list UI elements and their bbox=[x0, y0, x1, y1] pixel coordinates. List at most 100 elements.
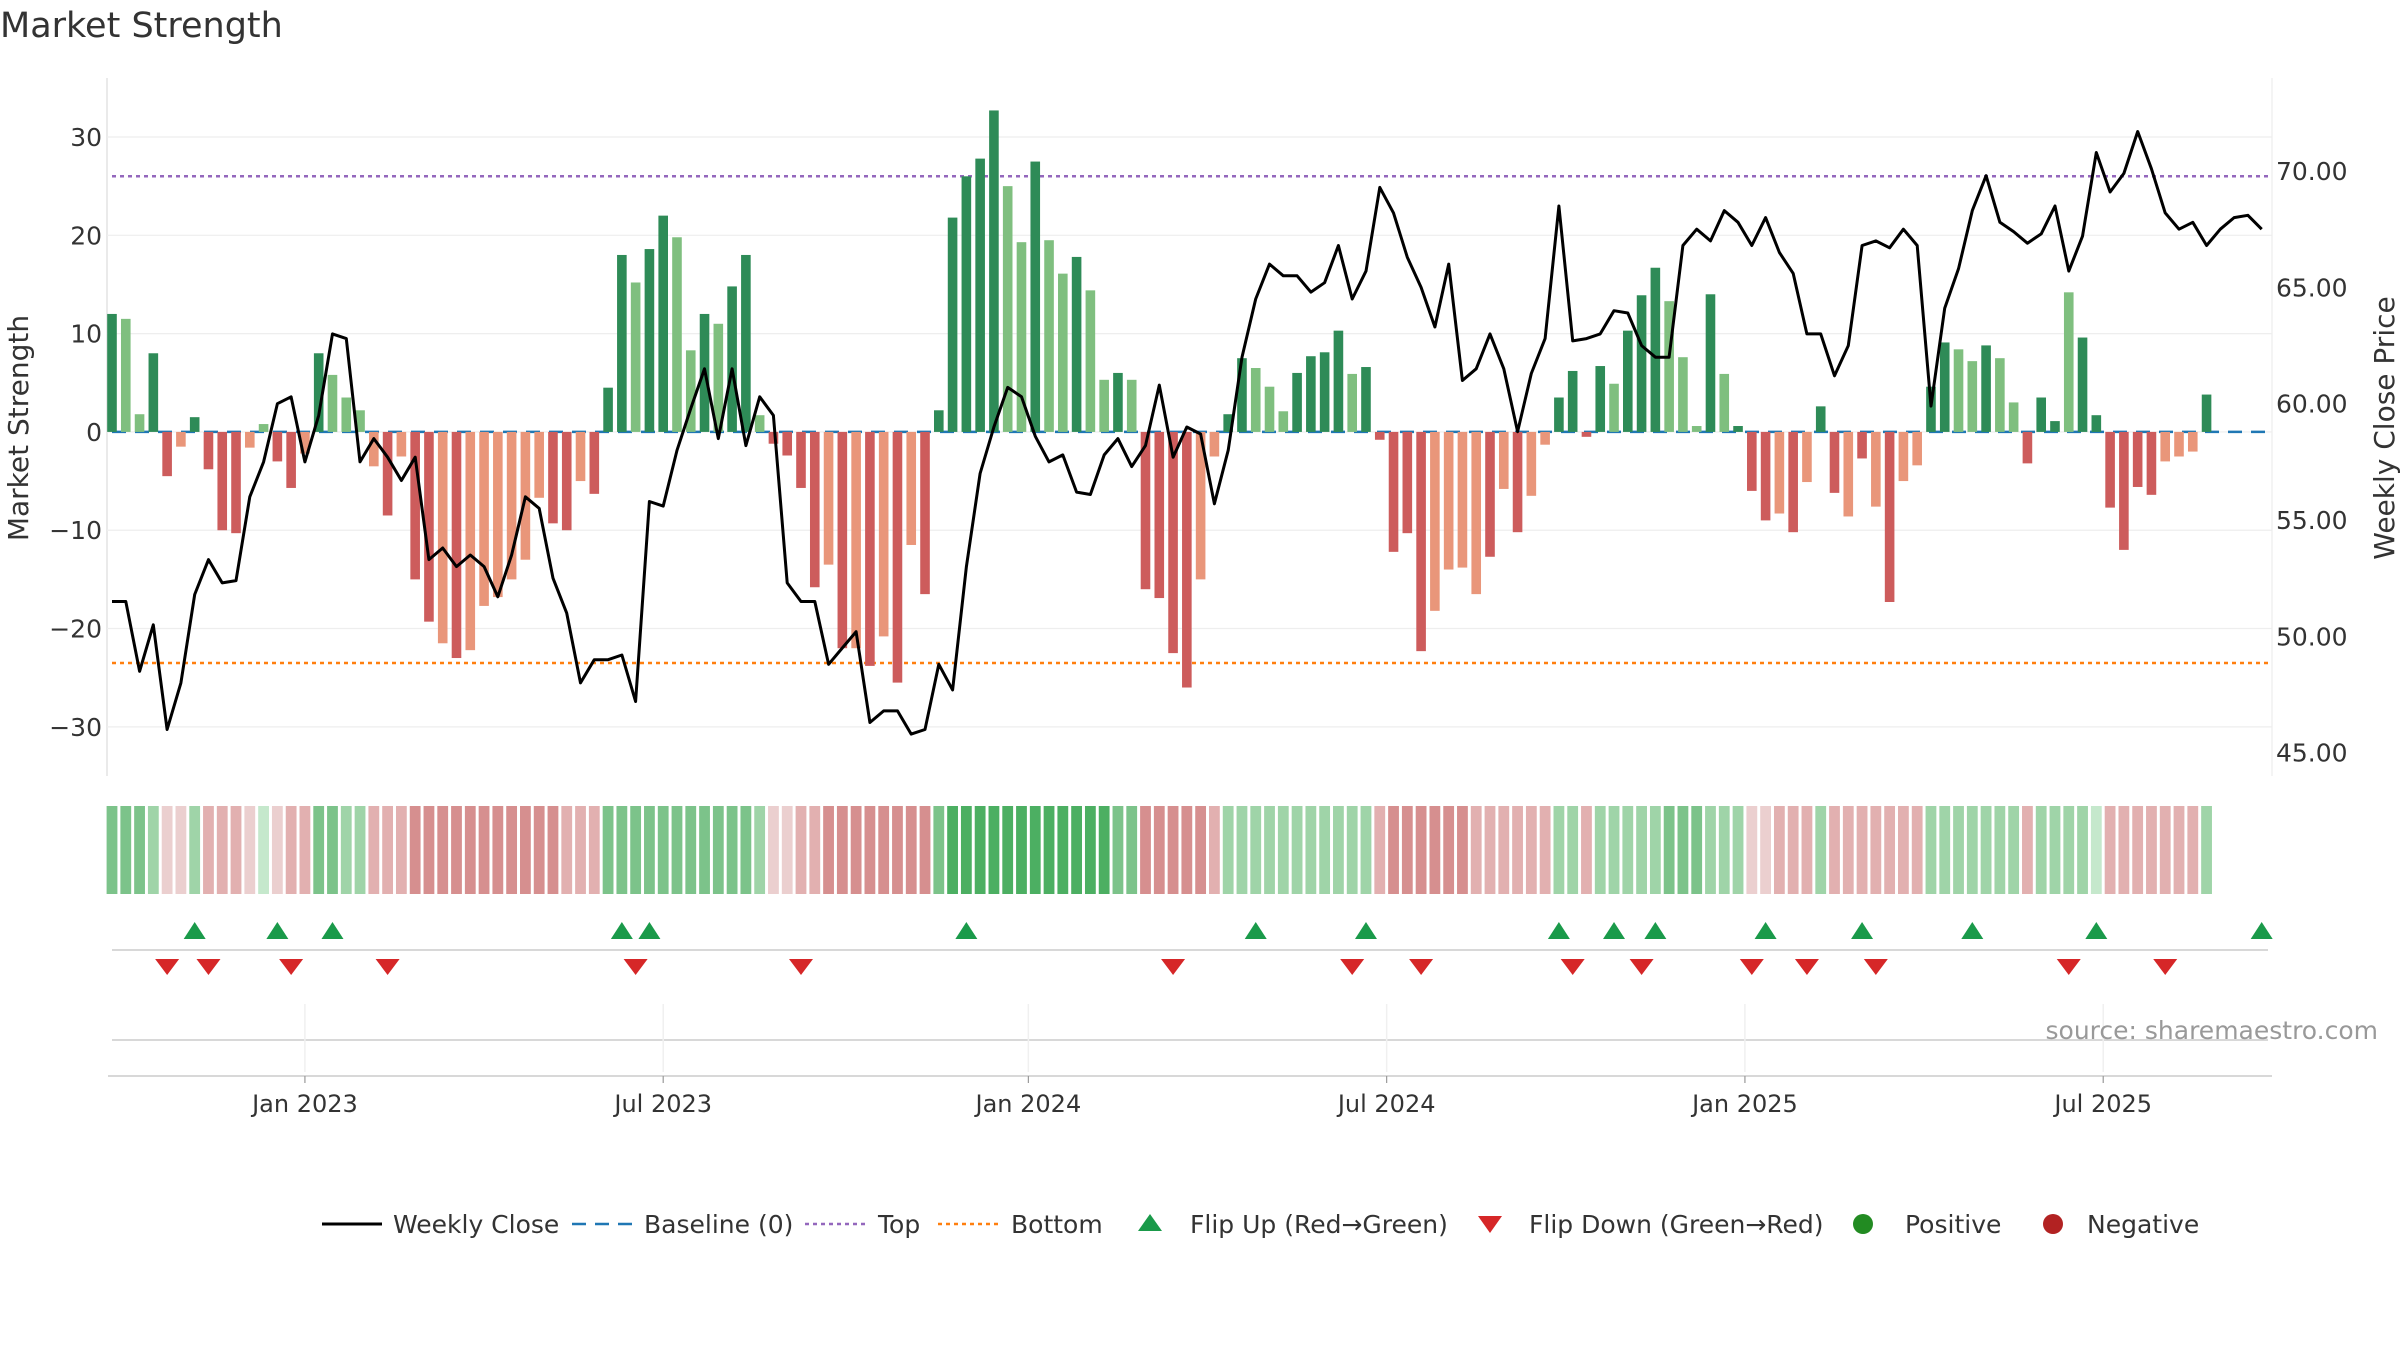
strength-bar bbox=[851, 431, 861, 649]
heat-cell bbox=[1084, 806, 1096, 894]
strength-bar bbox=[217, 431, 228, 531]
strength-bar bbox=[685, 350, 696, 432]
heat-cell bbox=[1374, 806, 1386, 894]
strength-bar bbox=[382, 431, 393, 516]
heat-cell bbox=[974, 806, 986, 894]
legend-label: Bottom bbox=[1011, 1210, 1103, 1239]
right-tick-label: 65.00 bbox=[2276, 273, 2348, 302]
legend-flip-down-icon bbox=[1478, 1216, 1502, 1233]
strength-bar bbox=[561, 431, 572, 531]
strength-bar bbox=[1278, 411, 1289, 432]
heat-cell bbox=[2077, 806, 2088, 894]
strength-bar bbox=[1540, 431, 1550, 445]
heat-cell bbox=[1277, 806, 1289, 894]
heat-cell bbox=[1333, 806, 1344, 894]
legend-item-positive: Positive bbox=[1853, 1210, 2001, 1239]
flip-up-marker bbox=[183, 922, 206, 939]
strength-bar bbox=[1595, 366, 1606, 432]
strength-bar bbox=[1636, 295, 1647, 432]
strength-bar bbox=[892, 431, 903, 683]
heat-cell bbox=[1167, 806, 1179, 894]
strength-bar bbox=[1485, 431, 1495, 557]
heat-cell bbox=[2118, 806, 2130, 894]
heat-cell bbox=[120, 806, 132, 894]
heat-cell bbox=[1457, 806, 1468, 894]
strength-bar bbox=[162, 431, 172, 477]
strength-bar bbox=[1609, 383, 1619, 432]
legend-item-bottom: Bottom bbox=[938, 1210, 1103, 1239]
flip-up-marker bbox=[1851, 922, 1874, 939]
heat-cell bbox=[2132, 806, 2144, 894]
strength-bar bbox=[672, 237, 682, 432]
heat-cell bbox=[1870, 806, 1882, 894]
legend-item-baseline: Baseline (0) bbox=[572, 1210, 793, 1239]
legend-label: Top bbox=[877, 1210, 920, 1239]
legend-item-top: Top bbox=[805, 1210, 920, 1239]
heat-cell bbox=[1029, 806, 1041, 894]
strength-bar bbox=[134, 414, 145, 432]
strength-bar bbox=[1044, 240, 1054, 432]
x-tick-label: Jul 2023 bbox=[612, 1090, 712, 1118]
strength-bar bbox=[1898, 431, 1909, 482]
strength-bar bbox=[1292, 372, 1302, 432]
strength-bars bbox=[107, 110, 2212, 688]
heat-cell bbox=[1498, 806, 1510, 894]
heat-cell bbox=[1002, 806, 1014, 894]
heat-cell bbox=[1815, 806, 1827, 894]
heat-cell bbox=[919, 806, 931, 894]
strength-bar bbox=[934, 410, 944, 432]
strength-bar bbox=[1691, 426, 1702, 432]
strength-bar bbox=[920, 431, 930, 595]
heat-cell bbox=[1209, 806, 1220, 894]
heat-cell bbox=[1636, 806, 1647, 894]
flip-up-marker bbox=[955, 922, 978, 939]
legend-item-flip_down: Flip Down (Green→Red) bbox=[1478, 1210, 1824, 1239]
strength-bar bbox=[1774, 431, 1785, 514]
heat-cell bbox=[230, 806, 242, 894]
strength-bar bbox=[1209, 431, 1220, 457]
x-axis-ticks: Jan 2023 Jul 2023 Jan 2024 Jul 2024 Jan 2025… bbox=[250, 1004, 2152, 1118]
heat-cell bbox=[313, 806, 325, 894]
strength-bar bbox=[2050, 421, 2060, 432]
strength-bar bbox=[2174, 431, 2184, 457]
strength-bar bbox=[823, 431, 834, 565]
strength-bar bbox=[1747, 431, 1757, 491]
heat-cell bbox=[1787, 806, 1799, 894]
strength-bar bbox=[506, 431, 517, 580]
flip-down-marker bbox=[1340, 959, 1365, 975]
strength-bar bbox=[1995, 358, 2005, 432]
strength-bar bbox=[1126, 379, 1137, 432]
strength-bar bbox=[1498, 431, 1509, 489]
strength-bar bbox=[1374, 431, 1385, 440]
strength-bar bbox=[479, 431, 489, 606]
heat-cell bbox=[1057, 806, 1069, 894]
heat-cell bbox=[1925, 806, 1937, 894]
flip-markers bbox=[155, 922, 2273, 975]
flip-down-marker bbox=[155, 959, 180, 975]
strength-bar bbox=[1457, 431, 1468, 568]
heat-cell bbox=[271, 806, 283, 894]
heat-cell bbox=[1594, 806, 1606, 894]
heat-cell bbox=[1773, 806, 1785, 894]
flip-down-marker bbox=[2153, 959, 2178, 975]
strength-bar bbox=[1388, 431, 1399, 552]
heat-cell bbox=[189, 806, 201, 894]
heat-cell bbox=[1691, 806, 1703, 894]
flip-down-marker bbox=[789, 959, 813, 975]
right-tick-label: 45.00 bbox=[2276, 739, 2348, 768]
strength-bar bbox=[1195, 431, 1206, 580]
heat-cell bbox=[1429, 806, 1441, 894]
strength-bar bbox=[258, 424, 269, 432]
strength-bar bbox=[1237, 358, 1247, 432]
strength-bar bbox=[2105, 431, 2115, 508]
heat-cell bbox=[1470, 806, 1482, 894]
heat-cell bbox=[382, 806, 393, 894]
flip-up-marker bbox=[321, 922, 344, 939]
right-tick-label: 50.00 bbox=[2276, 622, 2348, 651]
flip-up-marker bbox=[610, 922, 633, 939]
strength-bar bbox=[741, 254, 751, 432]
strength-bar bbox=[1099, 379, 1109, 432]
heat-cell bbox=[285, 806, 297, 894]
strength-bar bbox=[2063, 292, 2074, 432]
heat-cell bbox=[836, 806, 848, 894]
